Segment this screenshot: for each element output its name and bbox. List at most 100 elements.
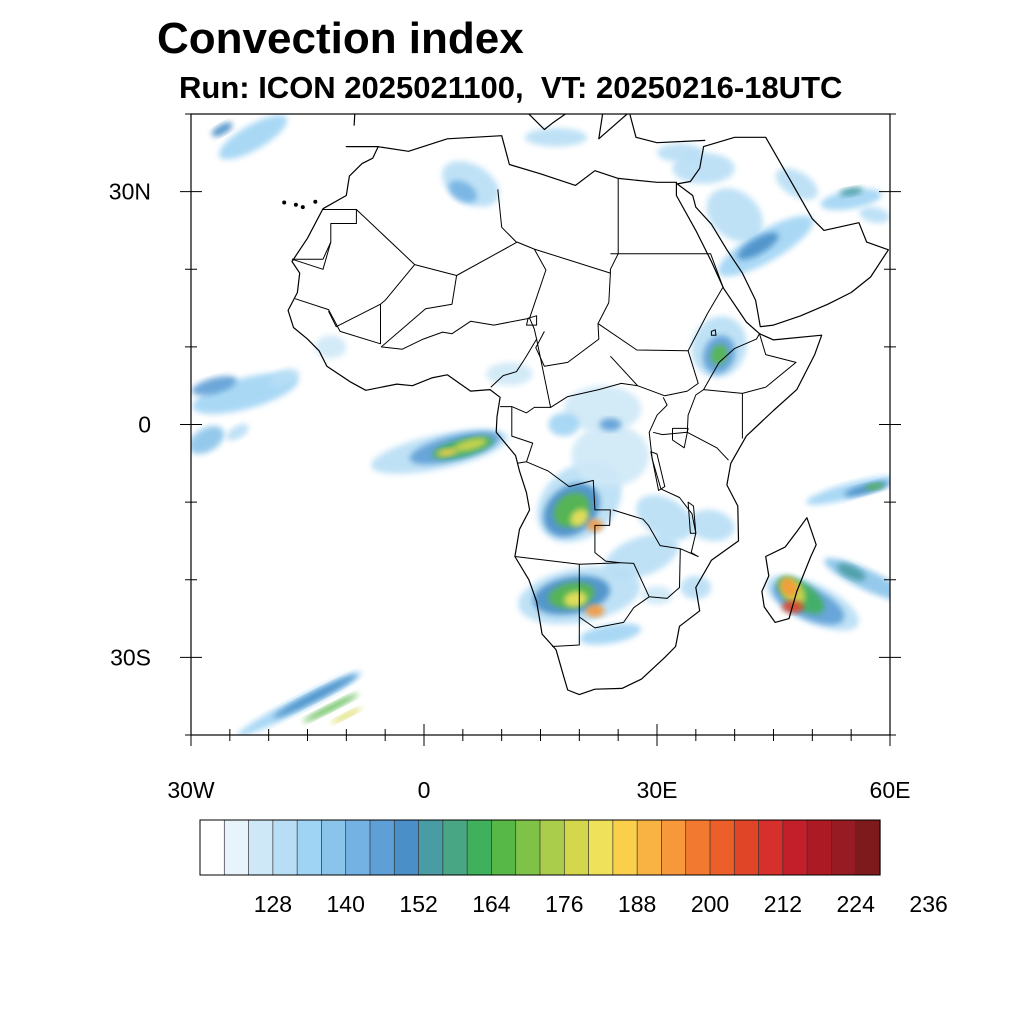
country-border: [291, 241, 332, 270]
colorbar-swatch: [345, 819, 371, 876]
colorbar-swatch: [612, 819, 638, 876]
country-border: [511, 406, 534, 464]
convection-cell: [585, 604, 605, 617]
island: [313, 199, 318, 204]
convection-cell: [315, 335, 347, 359]
colorbar-label: 128: [254, 891, 292, 917]
colorbar-label: 224: [837, 891, 876, 917]
convection-cell: [688, 509, 735, 542]
lon-tick-label: 0: [418, 777, 431, 803]
geography-layer: [282, 114, 889, 696]
colorbar-swatch: [636, 819, 663, 876]
colorbar-label: 236: [909, 891, 947, 917]
lake-outline: [710, 329, 717, 336]
convection-cell: [524, 128, 588, 147]
country-border: [652, 389, 743, 439]
colorbar-swatch: [831, 819, 857, 876]
map-title: Convection index: [157, 14, 524, 63]
lat-tick-label: 0: [138, 412, 151, 438]
country-border: [742, 333, 797, 394]
colorbar-swatch: [223, 819, 250, 876]
country-border: [610, 350, 699, 397]
convection-cell: [865, 483, 884, 491]
colorbar-swatch: [418, 819, 444, 876]
lake-outline: [526, 315, 538, 326]
country-border: [294, 298, 381, 345]
colorbar-label: 212: [764, 891, 802, 917]
lon-tick-label: 60E: [870, 777, 911, 803]
convection-cell: [269, 368, 300, 387]
colorbar-swatch: [685, 819, 711, 876]
convection-cell: [775, 168, 818, 200]
convection-cell: [599, 418, 622, 431]
convection-field-layer: [191, 115, 890, 735]
country-border: [597, 253, 724, 352]
convection-cell: [737, 232, 779, 260]
colorbar-swatch: [296, 819, 323, 876]
colorbar-label: 152: [399, 891, 437, 917]
convection-cell: [218, 115, 288, 160]
island: [300, 205, 305, 210]
lake-outline: [672, 427, 689, 449]
country-border: [579, 596, 650, 629]
colorbar-label: 164: [472, 891, 511, 917]
convection-cell: [211, 122, 233, 137]
colorbar-swatch: [321, 819, 347, 876]
colorbar: 128 140 152 164 176 188 200 212 224 236: [199, 819, 948, 917]
colorbar-swatch: [563, 819, 590, 876]
convection-cell: [706, 188, 763, 242]
country-border: [490, 318, 538, 388]
convection-cell: [641, 586, 673, 605]
island: [293, 202, 298, 207]
colorbar-label: 188: [618, 891, 656, 917]
convection-cell: [859, 206, 890, 224]
country-border: [620, 548, 681, 599]
country-border: [497, 189, 517, 243]
convection-cell: [548, 412, 580, 437]
convection-cell: [331, 707, 362, 724]
colorbar-frame: [199, 819, 881, 876]
europe-coastline: [353, 114, 706, 144]
convection-cell: [839, 187, 863, 196]
convection-cell: [836, 563, 866, 581]
convection-cell: [436, 448, 459, 457]
colorbar-swatch: [199, 819, 225, 876]
island: [282, 200, 287, 205]
colorbar-swatch: [855, 819, 881, 876]
convection-cell: [448, 180, 478, 203]
country-border: [328, 264, 416, 328]
colorbar-swatch: [539, 819, 565, 876]
country-border: [703, 333, 760, 390]
colorbar-label: 176: [545, 891, 583, 917]
colorbar-swatch: [369, 819, 395, 876]
colorbar-swatch: [248, 819, 274, 876]
colorbar-swatch: [733, 819, 760, 876]
colorbar-swatch: [515, 819, 541, 876]
country-border: [550, 382, 638, 408]
convection-cell: [563, 385, 642, 433]
colorbar-swatch: [393, 819, 420, 876]
axis-tick-labels: 30W 0 30E 60E 30N 0 30S: [109, 179, 911, 803]
convection-cell: [579, 623, 642, 645]
country-border: [292, 209, 357, 260]
colorbar-swatch: [758, 819, 784, 876]
colorbar-swatch: [272, 819, 298, 876]
arabia-coastline: [676, 136, 889, 328]
convection-cell: [571, 424, 650, 487]
axis-ticks: [180, 113, 901, 746]
colorbar-swatch: [588, 819, 614, 876]
convection-cell: [563, 591, 588, 608]
convection-cell: [710, 344, 728, 365]
convection-cell: [226, 424, 249, 441]
lake-outline: [687, 501, 697, 534]
colorbar-swatch: [661, 819, 687, 876]
country-border: [500, 338, 552, 414]
colorbar-swatch: [466, 819, 493, 876]
convection-cell: [191, 376, 237, 396]
map-frame: [190, 113, 891, 736]
country-border: [612, 459, 699, 557]
country-border: [648, 397, 668, 460]
colorbar-label: 140: [327, 891, 365, 917]
madagascar-coastline: [761, 517, 817, 623]
country-border: [380, 248, 547, 350]
